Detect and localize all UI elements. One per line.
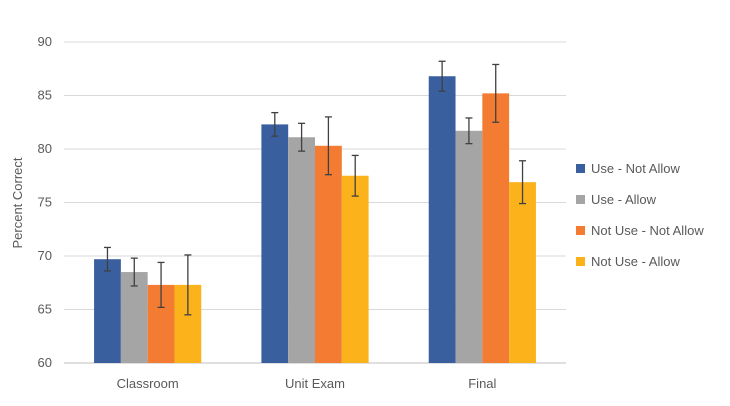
bar-series — [94, 76, 536, 364]
bar — [315, 145, 342, 363]
bar — [509, 182, 536, 363]
legend-label: Not Use - Allow — [591, 254, 680, 269]
legend-item: Not Use - Not Allow — [576, 215, 704, 246]
legend-item: Use - Allow — [576, 184, 704, 215]
y-tick-label: 60 — [38, 355, 52, 370]
chart-legend: Use - Not Allow Use - Allow Not Use - Not … — [576, 153, 704, 277]
bar — [428, 76, 456, 364]
x-axis-ticks: Classroom Unit Exam Final — [117, 376, 497, 391]
bar — [288, 137, 315, 363]
bar — [120, 272, 148, 363]
legend-label: Use - Not Allow — [591, 161, 680, 176]
bar — [261, 124, 289, 363]
y-tick-label: 65 — [38, 302, 52, 317]
legend-item: Not Use - Allow — [576, 246, 704, 277]
x-tick-label: Classroom — [117, 376, 179, 391]
y-tick-label: 85 — [38, 88, 52, 103]
bar — [455, 130, 483, 363]
legend-swatch — [576, 164, 585, 173]
legend-swatch — [576, 226, 585, 235]
y-tick-label: 75 — [38, 195, 52, 210]
legend-label: Not Use - Not Allow — [591, 223, 704, 238]
bar — [341, 175, 369, 363]
bar — [482, 93, 510, 364]
y-axis-ticks: 60 65 70 75 80 85 90 — [38, 34, 52, 370]
legend-item: Use - Not Allow — [576, 153, 704, 184]
legend-swatch — [576, 195, 585, 204]
y-tick-label: 80 — [38, 141, 52, 156]
y-axis-title: Percent Correct — [10, 157, 25, 248]
legend-swatch — [576, 257, 585, 266]
legend-label: Use - Allow — [591, 192, 657, 207]
y-tick-label: 70 — [38, 248, 52, 263]
y-tick-label: 90 — [38, 34, 52, 49]
x-tick-label: Final — [468, 376, 496, 391]
x-tick-label: Unit Exam — [285, 376, 345, 391]
error-bars — [103, 60, 527, 316]
bar — [94, 259, 121, 363]
